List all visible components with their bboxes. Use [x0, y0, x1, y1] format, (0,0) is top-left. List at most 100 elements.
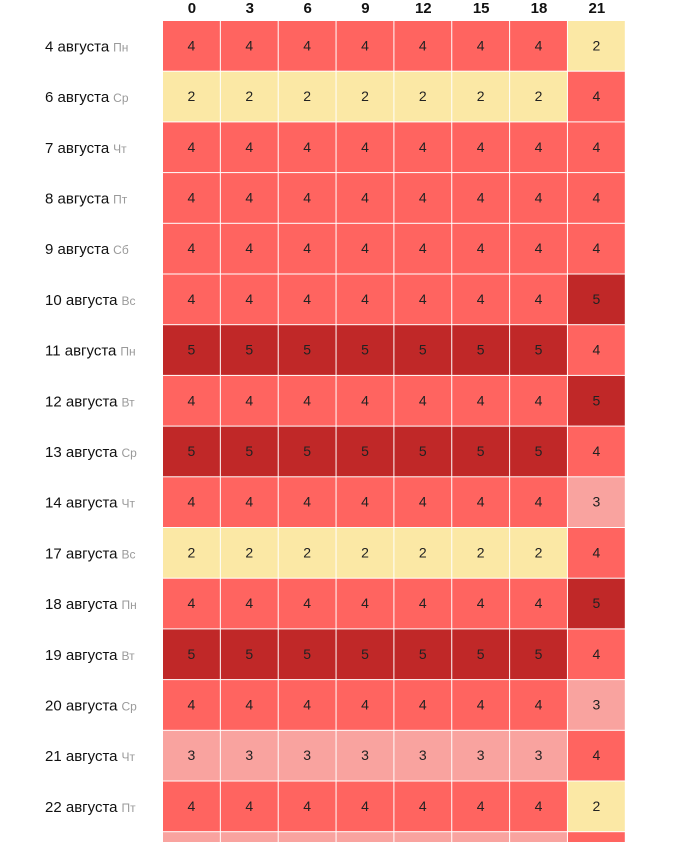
heatmap-cell [163, 325, 220, 375]
cell-value: 4 [303, 696, 311, 712]
date-label: 20 августа [45, 697, 118, 714]
weekday-label: Пн [120, 345, 135, 359]
cell-value: 2 [535, 544, 543, 560]
cell-value: 4 [303, 139, 311, 155]
heatmap-cell [336, 528, 394, 578]
row-label: 13 августа Ср [45, 444, 137, 461]
weekday-label: Пн [113, 40, 128, 54]
cell-value: 4 [303, 291, 311, 307]
weekday-label: Вт [122, 649, 136, 663]
cell-value: 4 [592, 342, 600, 358]
date-label: 8 августа [45, 190, 110, 207]
row-label: 7 августа Чт [45, 140, 127, 157]
cell-value: 4 [419, 37, 427, 53]
cell-value: 4 [188, 798, 196, 814]
heatmap-cell [567, 680, 625, 730]
row-label: 6 августа Ср [45, 89, 129, 106]
heatmap-cell [163, 426, 220, 477]
heatmap-cell [336, 629, 394, 680]
heatmap-cell [220, 578, 278, 629]
cell-value: 4 [303, 189, 311, 205]
row-label: 14 августа Чт [45, 495, 136, 512]
row-label: 19 августа Вт [45, 647, 135, 664]
heatmap-cell [163, 122, 220, 173]
heatmap-cell [510, 21, 567, 71]
date-label: 9 августа [45, 241, 110, 258]
cell-value: 5 [361, 646, 369, 662]
row-label: 9 августа Сб [45, 241, 129, 258]
cell-value: 5 [535, 342, 543, 358]
cell-value: 5 [361, 342, 369, 358]
heatmap-cell [163, 528, 220, 578]
heatmap-cell [452, 325, 510, 375]
cell-value: 3 [535, 747, 543, 763]
cell-value: 4 [361, 291, 369, 307]
weekday-label: Вс [122, 547, 136, 561]
hour-header-0: 0 [188, 0, 196, 17]
cell-value: 5 [477, 443, 485, 459]
hour-header-6: 6 [303, 0, 311, 17]
heatmap-cell [567, 528, 625, 578]
cell-value: 3 [361, 747, 369, 763]
heatmap-cell [163, 477, 220, 527]
heatmap-cell [394, 477, 452, 527]
cell-value: 5 [477, 342, 485, 358]
heatmap-cell [452, 528, 510, 578]
heatmap-cell [452, 781, 510, 832]
cell-value: 4 [535, 696, 543, 712]
heatmap-cell [336, 781, 394, 832]
heatmap-cell-partial [510, 832, 567, 842]
cell-value: 4 [592, 189, 600, 205]
row-label: 12 августа Вт [45, 393, 135, 410]
cell-value: 2 [245, 544, 253, 560]
cell-value: 5 [245, 443, 253, 459]
heatmap-cell [278, 680, 336, 730]
cell-value: 5 [592, 595, 600, 611]
heatmap-cell [220, 781, 278, 832]
heatmap-cell [567, 477, 625, 527]
cell-value: 5 [592, 392, 600, 408]
row-label: 17 августа Вс [45, 545, 136, 562]
date-label: 19 августа [45, 647, 118, 664]
heatmap-cell [278, 578, 336, 629]
date-label: 18 августа [45, 596, 118, 613]
heatmap-cell [278, 426, 336, 477]
heatmap-cell-partial [220, 832, 278, 842]
heatmap-cell [278, 21, 336, 71]
heatmap-cell [510, 578, 567, 629]
heatmap-cell [336, 680, 394, 730]
hour-header-9: 9 [361, 0, 369, 17]
cell-value: 3 [592, 494, 600, 510]
heatmap-cell [336, 173, 394, 223]
cell-value: 4 [592, 139, 600, 155]
heatmap-cell [336, 578, 394, 629]
cell-value: 4 [303, 494, 311, 510]
row-label: 11 августа Пн [45, 343, 136, 360]
row-label: 8 августа Пт [45, 190, 128, 207]
cell-value: 2 [419, 544, 427, 560]
heatmap-cell [336, 325, 394, 375]
cell-value: 4 [535, 37, 543, 53]
cell-value: 5 [303, 342, 311, 358]
cell-value: 4 [477, 37, 485, 53]
weekday-label: Вс [122, 294, 136, 308]
heatmap-cell [510, 122, 567, 173]
heatmap-cell [452, 375, 510, 426]
heatmap-cell [394, 426, 452, 477]
cell-value: 4 [419, 392, 427, 408]
cell-value: 4 [361, 240, 369, 256]
heatmap-cell [567, 325, 625, 375]
cell-value: 5 [592, 291, 600, 307]
cell-value: 4 [188, 392, 196, 408]
heatmap-cell [220, 122, 278, 173]
heatmap-cell [278, 173, 336, 223]
heatmap-cell [510, 71, 567, 122]
cell-value: 4 [477, 595, 485, 611]
heatmap-cell [336, 223, 394, 274]
cell-value: 4 [477, 139, 485, 155]
cell-value: 4 [477, 189, 485, 205]
heatmap-cell [567, 122, 625, 173]
heatmap-cell [163, 781, 220, 832]
heatmap-cell [452, 223, 510, 274]
heatmap-cell [336, 477, 394, 527]
